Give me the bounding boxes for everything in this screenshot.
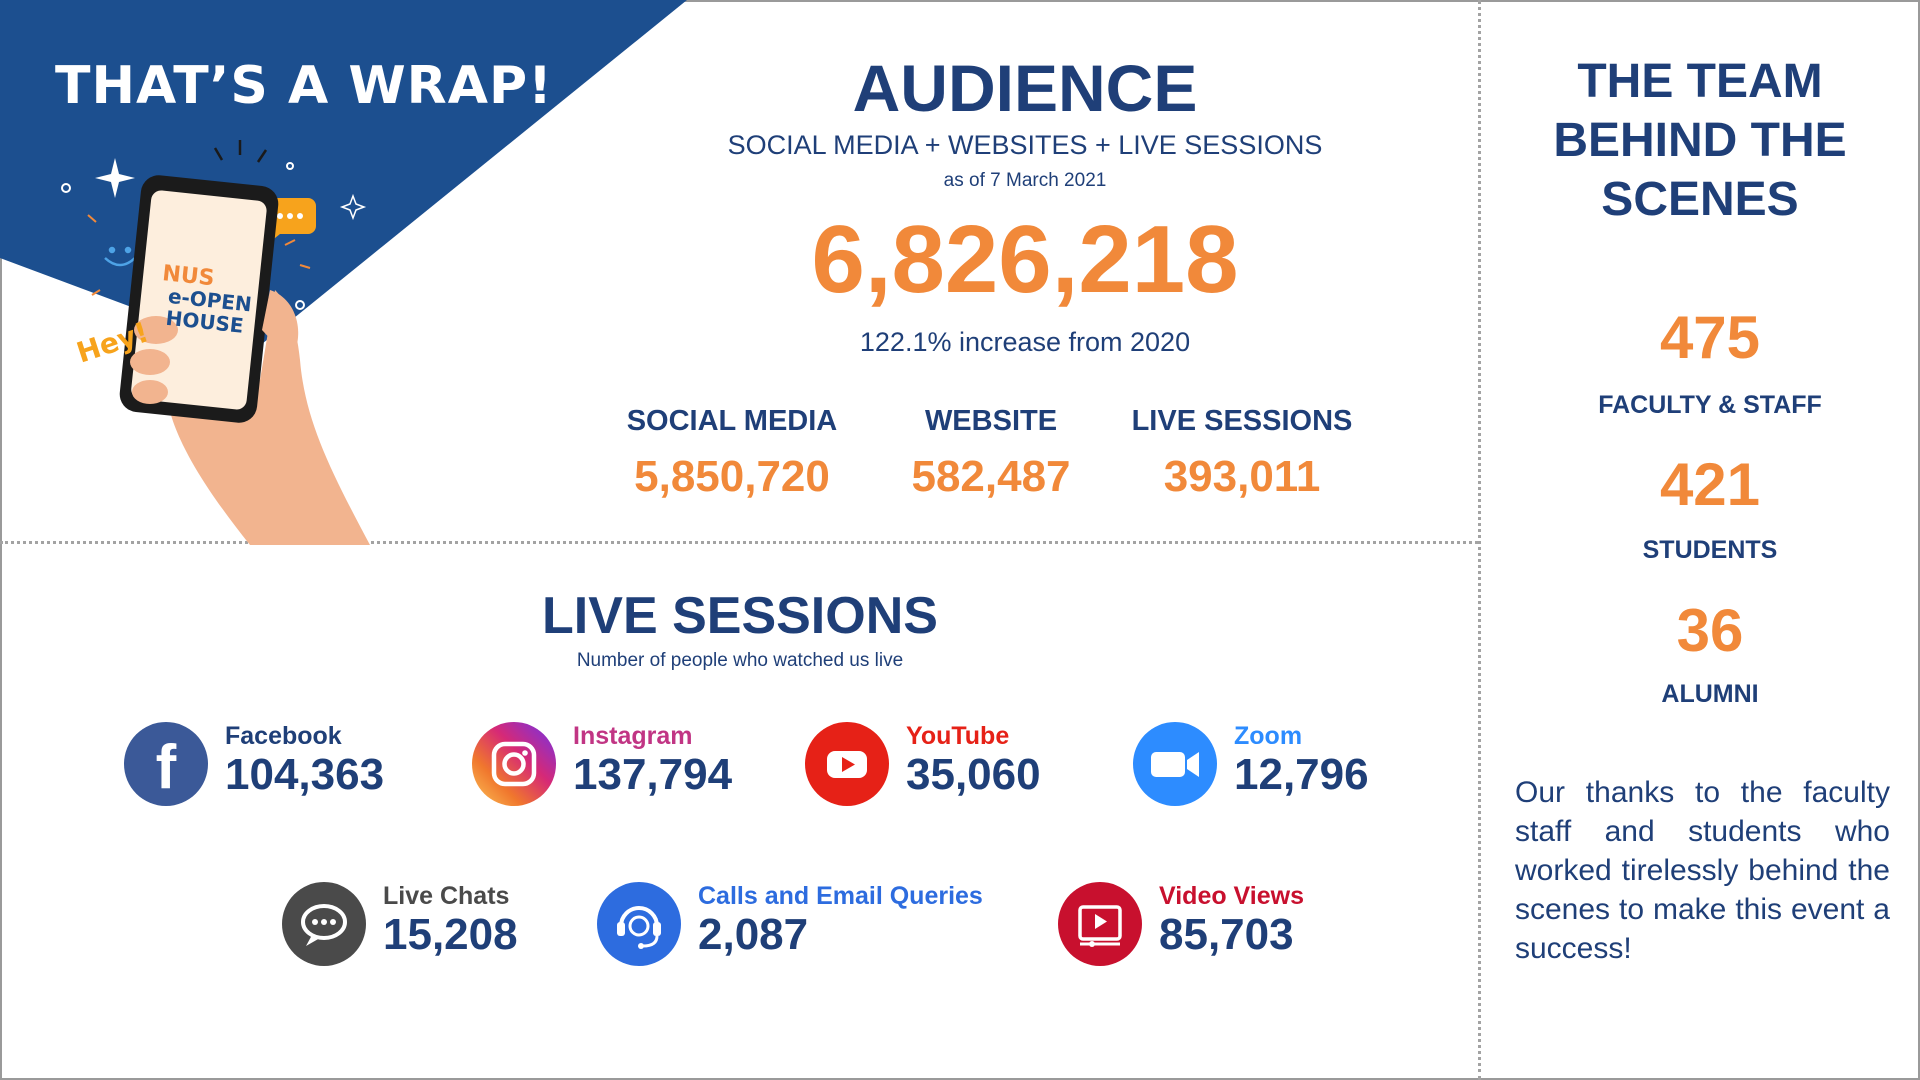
zoom-icon [1133,722,1217,806]
breakdown-value: 582,487 [911,452,1071,501]
team-title-line: THE TEAM [1577,55,1823,108]
stat-label: Video Views [1159,882,1304,910]
audience-total: 6,826,218 [811,206,1239,313]
fingers-shape [130,290,299,404]
confetti-decor [87,214,311,296]
audience-date: as of 7 March 2021 [943,170,1107,191]
smiley-icon [104,246,136,267]
svg-text:f: f [156,733,177,802]
team-faculty-label: FACULTY & STAFF [1598,391,1822,419]
team-title: THE TEAM BEHIND THE SCENES [1500,52,1900,229]
team-title-line: SCENES [1601,173,1799,226]
stat-label: YouTube [906,722,1010,750]
youtube-icon [805,722,889,806]
hero-title: THAT’S A WRAP! [55,56,553,116]
audience-increase: 122.1% increase from 2020 [859,327,1191,357]
headset-icon [597,882,681,966]
team-students-label: STUDENTS [1642,536,1778,564]
phone-logo-line-1: NUS [161,261,215,291]
breakdown-value: 393,011 [1163,452,1321,501]
team-alumni-count: 36 [1676,597,1744,664]
live-sessions-title: LIVE SESSIONS [542,587,938,645]
thanks-message: Our thanks to the faculty staff and stud… [1515,776,1890,965]
stat-value: 12,796 [1234,750,1369,799]
audience-website: WEBSITE 582,487 [861,405,1121,502]
arm-shape [166,290,370,545]
breakdown-label: WEBSITE [924,405,1058,437]
hero-illustration: NUS e-OPEN HOUSE Hey! [0,0,687,545]
breakdown-label: SOCIAL MEDIA [626,405,838,437]
stat-label: Instagram [573,722,693,750]
hero-banner: NUS e-OPEN HOUSE Hey! THAT’S A WRAP! [0,0,700,545]
audience-subtitle: SOCIAL MEDIA + WEBSITES + LIVE SESSIONS [727,130,1323,160]
stat-label: Facebook [225,722,342,750]
instagram-icon [472,722,556,806]
stat-label: Live Chats [383,882,510,910]
facebook-icon: f [124,722,208,806]
stat-label: Calls and Email Queries [698,882,983,910]
team-students-count: 421 [1659,451,1761,518]
team-alumni-label: ALUMNI [1661,680,1759,708]
sparkle-decor [61,158,367,310]
audience-social-media: SOCIAL MEDIA 5,850,720 [602,405,862,502]
live-sessions-subtitle: Number of people who watched us live [576,650,904,671]
stat-value: 85,703 [1159,910,1294,959]
video-icon [1058,882,1142,966]
vertical-divider [1478,0,1481,1080]
audience-title: AUDIENCE [852,51,1198,125]
stat-value: 104,363 [225,750,385,799]
team-faculty-count: 475 [1659,304,1761,371]
stat-value: 35,060 [906,750,1041,799]
stat-value: 137,794 [573,750,733,799]
audience-live-sessions: LIVE SESSIONS 393,011 [1112,405,1372,502]
breakdown-label: LIVE SESSIONS [1131,405,1353,437]
stat-value: 15,208 [383,910,518,959]
ringing-lines [213,140,268,163]
breakdown-value: 5,850,720 [634,452,830,501]
stat-label: Zoom [1234,722,1303,750]
chat-icon [282,882,366,966]
horizontal-divider [0,541,1478,544]
team-title-line: BEHIND THE [1553,114,1847,167]
stat-value: 2,087 [698,910,809,959]
